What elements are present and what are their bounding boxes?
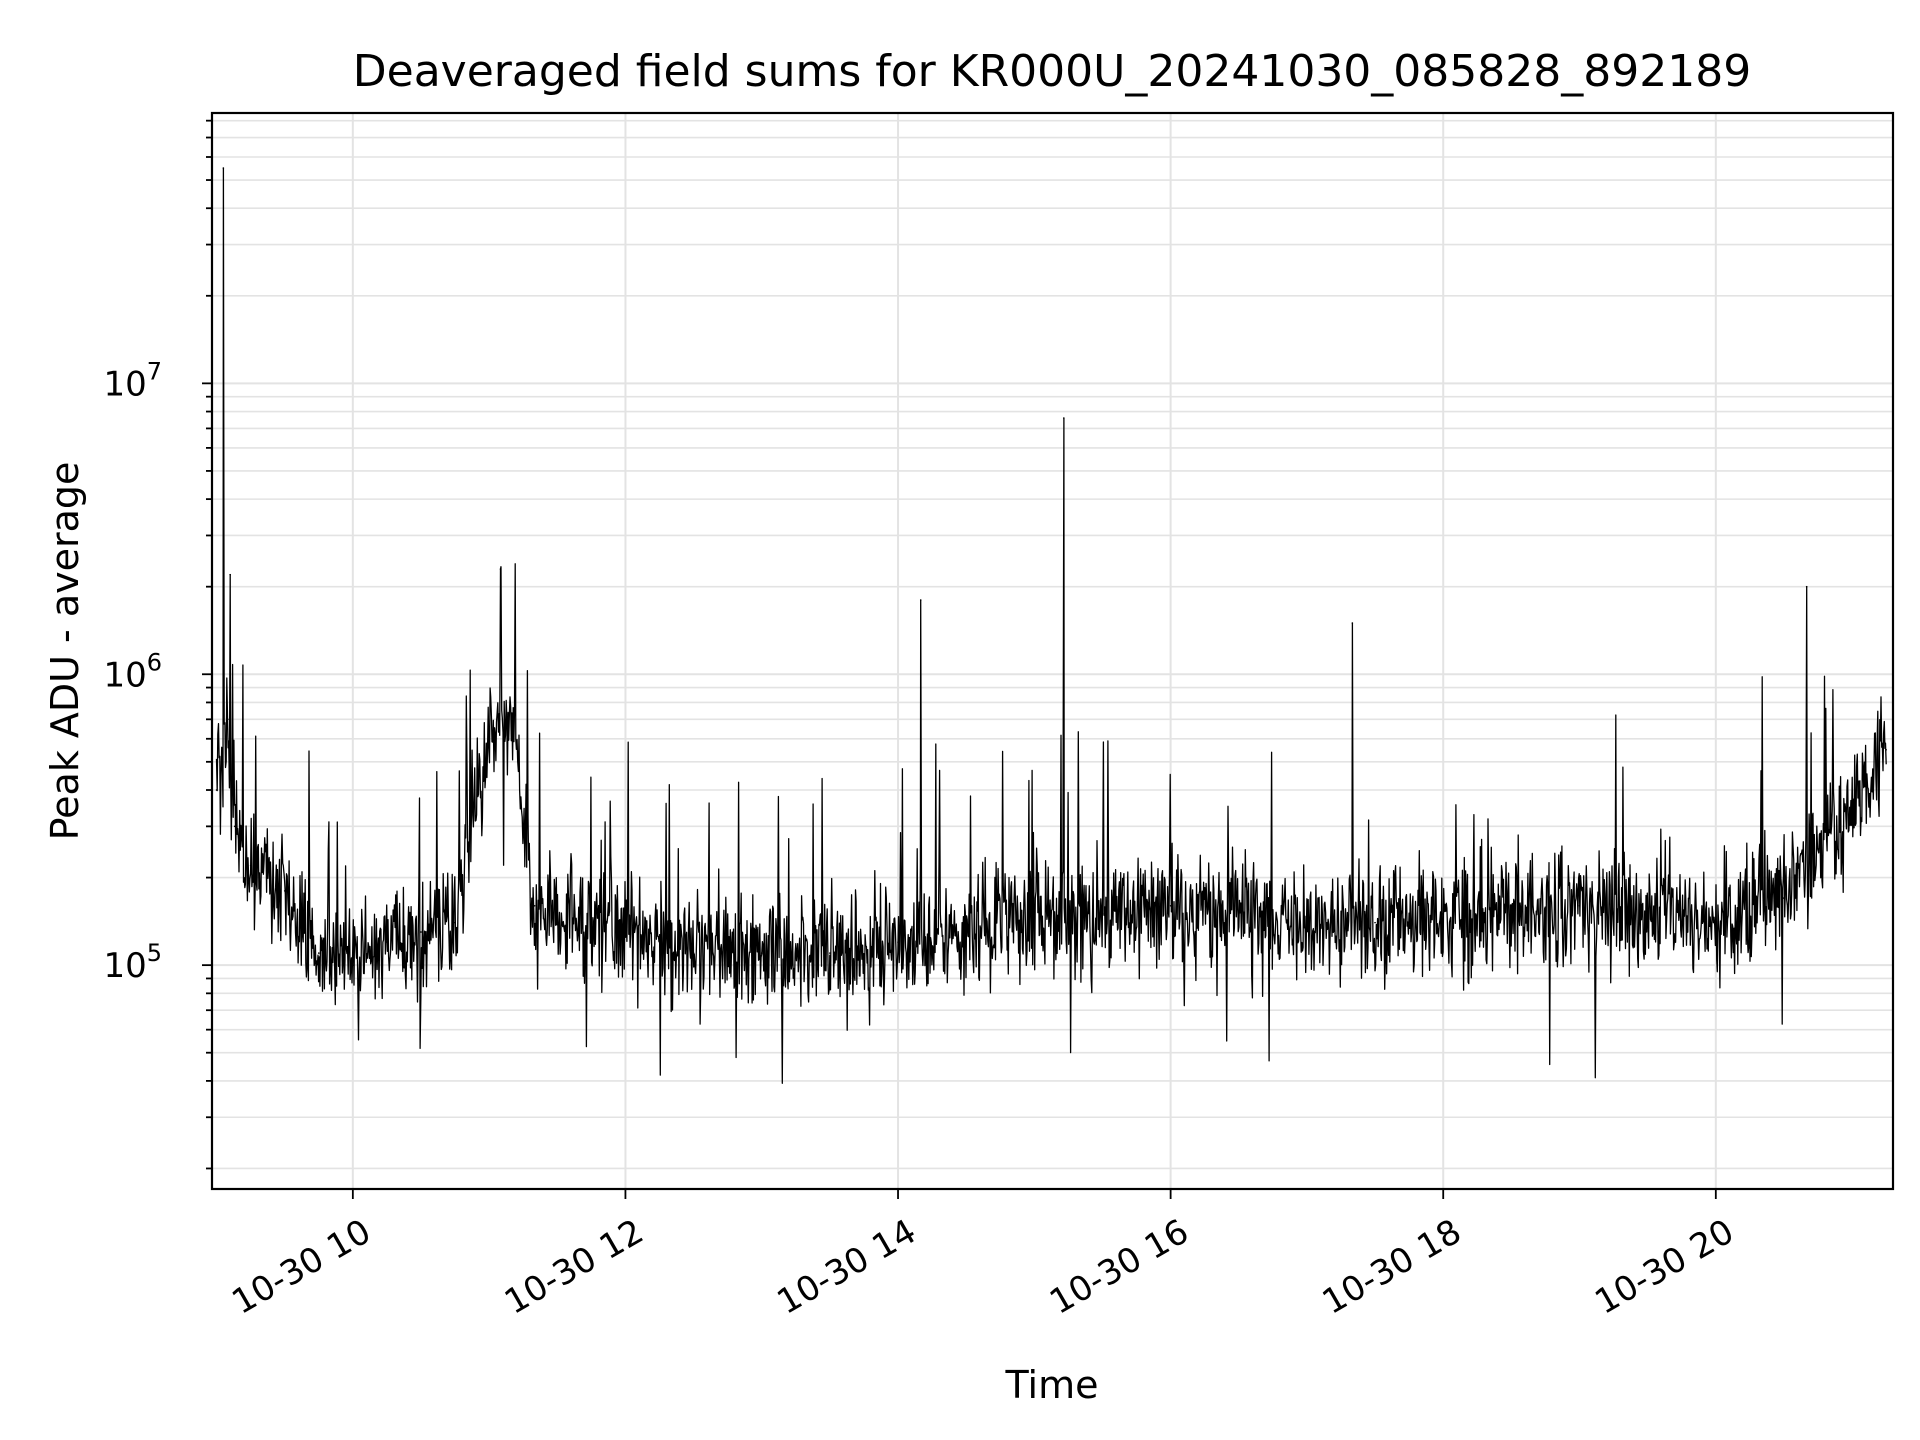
series-layer bbox=[215, 167, 1887, 1084]
y-axis-label: Peak ADU - average bbox=[43, 462, 87, 841]
data-point bbox=[488, 737, 490, 740]
data-point bbox=[249, 864, 252, 867]
chart-title: Deaveraged field sums for KR000U_2024103… bbox=[353, 46, 1751, 97]
data-point bbox=[454, 921, 456, 924]
data-point bbox=[1510, 913, 1513, 915]
y-tick-label: 106 bbox=[103, 648, 162, 695]
data-point bbox=[352, 964, 354, 966]
y-tick-label: 105 bbox=[103, 939, 162, 986]
data-point bbox=[1351, 622, 1354, 624]
data-point bbox=[1442, 913, 1445, 915]
data-point bbox=[233, 825, 236, 828]
data-point bbox=[1851, 806, 1853, 808]
data-point bbox=[1783, 897, 1785, 899]
data-point bbox=[965, 931, 967, 933]
data-point bbox=[1033, 913, 1036, 915]
data-point bbox=[556, 921, 559, 924]
data-point bbox=[227, 718, 229, 721]
data-point bbox=[1646, 913, 1649, 915]
data-point bbox=[533, 904, 536, 907]
grid bbox=[212, 113, 1893, 1189]
series-line bbox=[215, 167, 1887, 1084]
data-point bbox=[222, 167, 225, 169]
data-point bbox=[1169, 904, 1172, 907]
data-point bbox=[1306, 921, 1308, 924]
x-axis-label: Time bbox=[1005, 1363, 1099, 1407]
data-point bbox=[1237, 913, 1240, 915]
data-point bbox=[624, 931, 627, 933]
data-point bbox=[1805, 585, 1808, 588]
data-point bbox=[1715, 921, 1717, 924]
data-point bbox=[692, 952, 695, 954]
data-point bbox=[760, 952, 763, 954]
data-point bbox=[1885, 748, 1887, 751]
data-point bbox=[283, 890, 286, 892]
data-point bbox=[511, 718, 513, 721]
data-point bbox=[1101, 913, 1104, 915]
data-point bbox=[1063, 417, 1065, 419]
data-point bbox=[1578, 904, 1581, 907]
data-point bbox=[1374, 921, 1376, 924]
data-point bbox=[386, 941, 388, 943]
data-point bbox=[420, 931, 422, 933]
plot-frame bbox=[210, 111, 1895, 1191]
data-point bbox=[229, 573, 231, 576]
y-tick-label: 107 bbox=[103, 357, 162, 404]
data-point bbox=[897, 941, 899, 943]
data-point bbox=[215, 789, 218, 791]
data-point bbox=[829, 952, 831, 954]
data-point bbox=[499, 568, 502, 570]
data-point bbox=[317, 952, 320, 954]
data-point bbox=[919, 599, 922, 601]
